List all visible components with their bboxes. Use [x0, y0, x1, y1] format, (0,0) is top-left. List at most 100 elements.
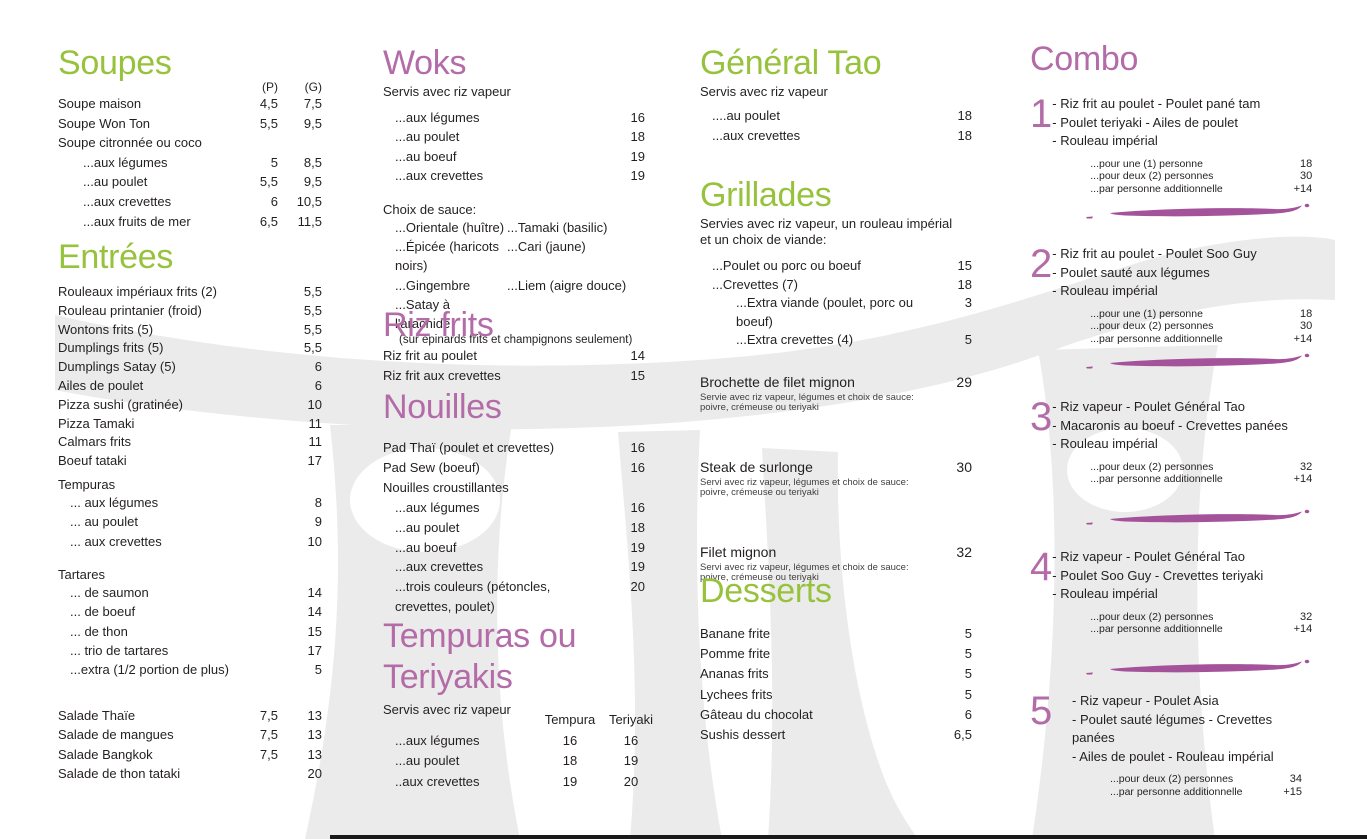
item-price: 5,5 [303, 340, 322, 356]
main-dish-block: Steak de surlonge 30 Servi avec riz vape… [700, 459, 972, 525]
menu-item-row: ...Extra crevettes (4) 5 [700, 331, 972, 350]
combo-prices: ...pour une (1) personne 18 ...pour deux … [1052, 308, 1312, 346]
item-name: Ailes de poulet [58, 377, 144, 393]
desserts-items: Banane frite 5 Pomme frite 5 Ananas frit… [700, 624, 972, 745]
grillades-section: Grillades Servies avec riz vapeur, un ro… [700, 176, 972, 629]
combo-number: 4 [1030, 545, 1053, 589]
menu-item-row: Gâteau du chocolat 6 [700, 705, 972, 725]
menu-item-row: Dumplings Satay (5) 6 [58, 358, 322, 377]
price-value: 30 [1300, 320, 1313, 333]
combo-line: - Riz frit au poulet - Poulet Soo Guy [1052, 246, 1257, 261]
item-price: 6 [314, 359, 322, 375]
menu-item-row: Salade de mangues 7,5 13 [58, 725, 322, 744]
sauce-option-row: ...Épicée (haricots noirs) ...Cari (jaun… [383, 237, 645, 276]
item-price: 5,5 [303, 284, 322, 299]
item-price: 14 [630, 348, 645, 363]
menu-item-row: Riz frit aux crevettes 15 [383, 366, 645, 386]
menu-item-row: Pizza Tamaki 11 [58, 415, 322, 434]
menu-item-row: ...au poulet 18 [383, 127, 645, 146]
menu-item-row: Soupe citronnée ou coco [58, 133, 322, 153]
item-price-small: 7,5 [259, 727, 278, 743]
general-tao-section: Général Tao Servis avec riz vapeur ....a… [700, 44, 972, 145]
item-price: 15 [630, 367, 645, 383]
menu-item-row: ...aux fruits de mer 6,5 11,5 [58, 212, 322, 232]
grillades-title: Grillades [700, 176, 832, 214]
combo-line: - Poulet Soo Guy - Crevettes teriyaki [1052, 567, 1264, 583]
item-name: ... de thon [70, 623, 128, 639]
item-name: Salade de mangues [58, 727, 174, 743]
combo-price-row: ...par personne additionnelle +14 [1052, 473, 1312, 486]
soupes-size-headers: (P) (G) [58, 80, 322, 94]
menu-item-row: ...aux crevettes 19 [383, 166, 645, 185]
menu-item-row: ... de boeuf 14 [58, 602, 322, 621]
sauce-note: (sur épinards frits et champignons seule… [399, 334, 633, 347]
item-name: ... trio de tartares [70, 643, 169, 659]
item-price: 5 [964, 626, 972, 641]
price-value: +15 [1283, 785, 1302, 798]
item-name: ...Extra crevettes (4) [736, 332, 854, 348]
price-value: 18 [1300, 307, 1313, 320]
combo-line: - Ailes de poulet - Rouleau impérial [1072, 748, 1274, 764]
item-name: Soupe maison [58, 96, 142, 111]
item-name: Rouleau printanier (froid) [58, 302, 202, 318]
nouilles-title: Nouilles [383, 388, 502, 426]
item-price: 18 [630, 129, 645, 145]
item-name: ...au poulet [395, 519, 460, 535]
combo-prices: ...pour deux (2) personnes 34 ...par pers… [1072, 773, 1302, 799]
main-dish-block: Brochette de filet mignon 29 Servie avec… [700, 374, 972, 440]
combo-1: 1 - Riz frit au poulet - Poulet pané tam… [1030, 94, 1312, 220]
item-name: Salade de thon tataki [58, 765, 181, 781]
menu-item-row: ...au poulet 5,5 9,5 [58, 172, 322, 192]
item-name: Riz frit aux crevettes [383, 367, 501, 383]
menu-item-row: Sushis dessert 6,5 [700, 725, 972, 745]
price-value: 30 [1300, 170, 1313, 183]
menu-item-row: ... au poulet 9 [58, 512, 322, 531]
item-price: 5 [964, 332, 972, 348]
teriyaki-price: 16 [623, 733, 639, 748]
price-label: ...par personne additionnelle [1090, 333, 1223, 346]
sauce-option-row: ...Orientale (huître) ...Tamaki (basilic… [383, 218, 645, 237]
combo-line: - Rouleau impérial [1052, 283, 1158, 298]
size-large-header: (G) [304, 80, 322, 94]
menu-item-row: ...aux légumes 16 [383, 108, 645, 127]
sauce-option-left: ...Gingembre [395, 277, 471, 293]
item-name: Pizza sushi (gratinée) [58, 396, 183, 412]
brush-stroke-divider [1086, 203, 1310, 219]
item-name: ...aux crevettes [395, 168, 484, 184]
combo-4: 4 - Riz vapeur - Poulet Général Tao - Po… [1030, 545, 1312, 676]
item-price: 5,5 [303, 302, 322, 318]
item-price: 8 [314, 494, 322, 510]
sauce-option-left: ...Orientale (huître) [395, 219, 505, 235]
price-value: 34 [1289, 773, 1302, 785]
menu-item-row: Pizza sushi (gratinée) 10 [58, 396, 322, 415]
dish-note-line2: poivre, crémeuse ou teriyaki [700, 572, 819, 584]
tempura-price: 16 [562, 733, 578, 748]
menu-item-row: ...aux légumes 16 [383, 498, 645, 518]
combo-line: - Riz frit au poulet - Poulet pané tam [1052, 96, 1261, 111]
grillades-items: ...Poulet ou porc ou boeuf 15 ...Crevett… [700, 257, 972, 350]
dish-note-line1: Servie avec riz vapeur, légumes et choix… [700, 391, 914, 403]
menu-item-row: Soupe maison 4,5 7,5 [58, 94, 322, 114]
price-label: ...pour deux (2) personnes [1090, 170, 1214, 183]
grillades-mains: Brochette de filet mignon 29 Servie avec… [700, 374, 972, 610]
tempura-price: 19 [562, 773, 578, 789]
item-price: 18 [957, 108, 972, 123]
price-label: ...pour une (1) personne [1090, 307, 1203, 320]
tempuras-items: ... aux légumes 8 ... au poulet 9 ... au… [58, 493, 322, 551]
menu-item-row: Calmars frits 11 [58, 433, 322, 452]
menu-item-row: ...Extra viande (poulet, porc ou boeuf) … [700, 294, 972, 331]
item-price: 6 [964, 706, 972, 722]
spacer [700, 414, 972, 440]
general-tao-subtitle: Servis avec riz vapeur [700, 84, 828, 99]
price-value: 32 [1300, 460, 1313, 473]
item-price: 17 [307, 643, 322, 659]
menu-item-row: ...extra (1/2 portion de plus) 5 [58, 660, 322, 679]
menu-item-row: Rouleaux impériaux frits (2) 5,5 [58, 283, 322, 302]
item-name: ...extra (1/2 portion de plus) [70, 662, 229, 678]
item-price: 6,5 [953, 727, 972, 743]
soupes-items: Soupe maison 4,5 7,5 Soupe Won Ton 5,5 9… [58, 94, 322, 231]
item-name: ...aux fruits de mer [83, 213, 191, 229]
item-name: ...aux légumes [395, 110, 480, 125]
price-value: +14 [1293, 473, 1313, 486]
combo-line: - Poulet teriyaki - Ailes de poulet [1052, 114, 1238, 130]
